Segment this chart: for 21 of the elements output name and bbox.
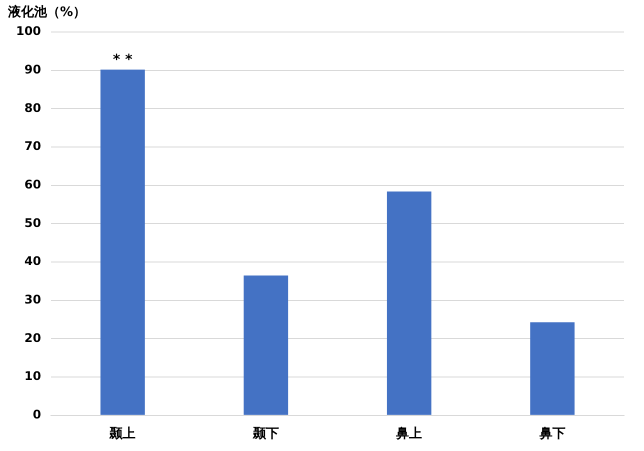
y-tick-label: 30 — [24, 292, 42, 307]
y-tick-label: 60 — [24, 177, 42, 192]
y-tick-label: 0 — [32, 408, 42, 422]
bar — [386, 191, 432, 415]
x-tick-label: 颞下 — [252, 426, 279, 442]
y-tick-label: 80 — [24, 100, 42, 115]
y-tick-label: 50 — [24, 216, 42, 230]
annotation: * * — [112, 52, 134, 68]
y-tick-label: 40 — [24, 254, 42, 268]
y-tick-label: 70 — [24, 139, 42, 154]
bar — [100, 70, 145, 415]
y-axis-title: 液化池（%） — [7, 4, 86, 20]
y-tick-label: 90 — [24, 62, 42, 76]
x-tick-label: 颞上 — [108, 426, 136, 442]
bar — [244, 275, 288, 415]
x-tick-label: 鼻上 — [395, 426, 422, 442]
y-tick-label: 10 — [24, 369, 42, 384]
y-tick-label: 100 — [16, 24, 42, 38]
y-tick-label: 20 — [24, 330, 42, 345]
bar — [530, 322, 575, 415]
x-tick-label: 鼻下 — [538, 426, 566, 442]
